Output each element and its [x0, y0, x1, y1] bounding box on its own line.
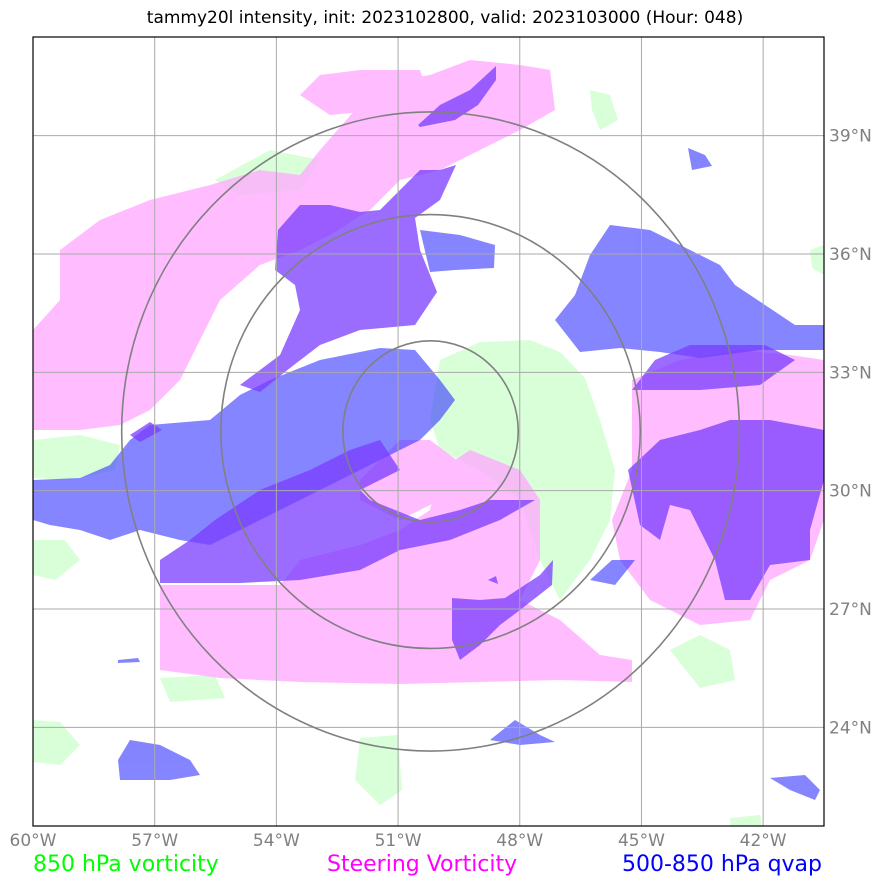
- overlap-area: [628, 420, 824, 600]
- legend-steering: Steering Vorticity: [327, 852, 518, 877]
- longitude-tick-label: 42°W: [740, 831, 787, 851]
- graticule: [33, 37, 824, 826]
- longitude-tick-label: 57°W: [131, 831, 178, 851]
- steering-area: [300, 70, 430, 115]
- qvap-area: [490, 720, 555, 745]
- vort850-area: [160, 675, 225, 702]
- vort850-area: [430, 340, 615, 600]
- longitude-tick-label: 54°W: [253, 831, 300, 851]
- longitude-tick-label: 48°W: [496, 831, 543, 851]
- range-ring: [220, 213, 642, 650]
- qvap-area: [590, 560, 635, 585]
- overlap-area: [240, 165, 456, 392]
- vort850-area: [355, 735, 402, 805]
- longitude-tick-label: 51°W: [375, 831, 422, 851]
- qvap-area: [420, 230, 495, 272]
- legend-vort850: 850 hPa vorticity: [33, 852, 219, 877]
- map-frame: [32, 36, 825, 827]
- range-ring: [120, 111, 741, 752]
- qvap-area: [555, 225, 824, 358]
- range-rings: [120, 111, 741, 752]
- qvap-area: [770, 775, 820, 800]
- vort850-area: [33, 720, 80, 765]
- range-ring: [342, 339, 520, 524]
- qvap-area: [118, 658, 140, 663]
- latitude-tick-label: 30°N: [829, 482, 872, 502]
- vort850-area: [33, 540, 80, 580]
- overlap-area: [130, 422, 162, 442]
- map-title: tammy20l intensity, init: 2023102800, va…: [146, 8, 744, 28]
- overlap-area: [452, 560, 553, 660]
- vort850-area: [590, 90, 618, 130]
- longitude-labels: 60°W 57°W 54°W 51°W 48°W 45°W 42°W: [10, 831, 787, 851]
- vort850-area: [33, 435, 120, 480]
- latitude-tick-label: 36°N: [829, 245, 872, 265]
- qvap-area: [688, 148, 712, 170]
- vort850-area: [810, 245, 824, 275]
- longitude-tick-label: 45°W: [618, 831, 665, 851]
- latitude-tick-label: 33°N: [829, 363, 872, 383]
- latitude-tick-label: 27°N: [829, 600, 872, 620]
- overlap-area: [632, 345, 795, 390]
- qvap-area: [118, 740, 200, 780]
- vort850-area: [670, 635, 735, 688]
- vort850-area: [730, 815, 762, 826]
- latitude-tick-label: 24°N: [829, 718, 872, 738]
- latitude-labels: 24°N 27°N 30°N 33°N 36°N 39°N: [829, 127, 872, 739]
- legend-qvap: 500-850 hPa qvap: [621, 852, 822, 877]
- overlap-area: [488, 576, 498, 584]
- latitude-tick-label: 39°N: [829, 127, 872, 147]
- longitude-tick-label: 60°W: [10, 831, 57, 851]
